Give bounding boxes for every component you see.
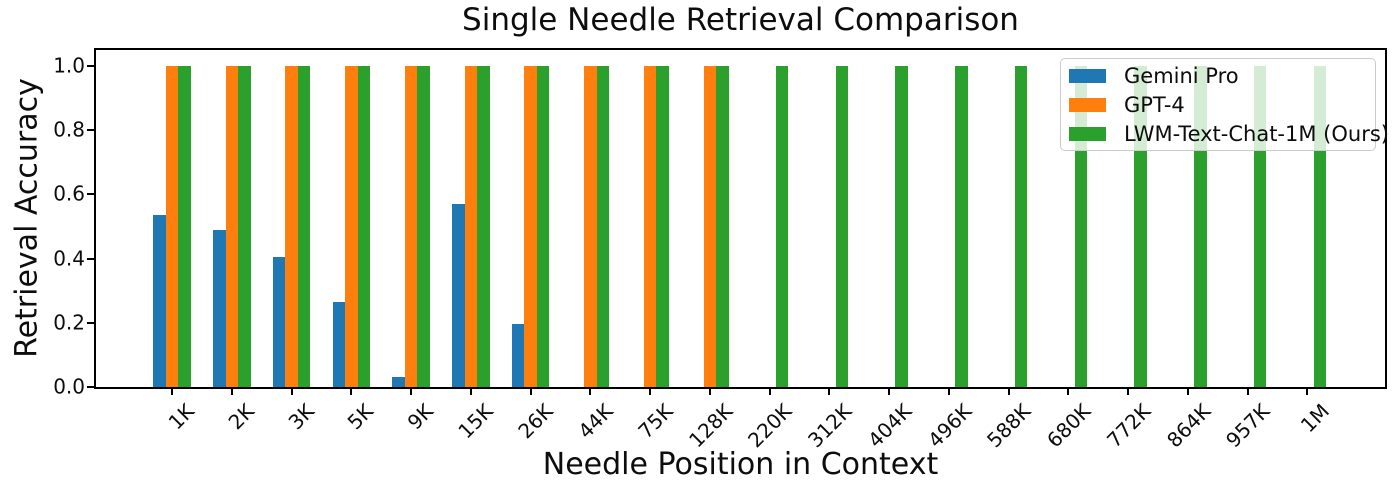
x-tick-label: 75K [632,399,678,444]
x-tick-mark [1306,389,1309,395]
x-tick-mark [1186,389,1189,395]
x-tick-mark [469,389,472,395]
legend-item-lwm-text-chat-1m: LWM-Text-Chat-1M (Ours) [1061,119,1389,148]
bar-gpt-4-15k [464,66,478,387]
bar-lwm-text-chat-1m-ours-5k [357,66,371,387]
legend-label: LWM-Text-Chat-1M (Ours) [1124,121,1389,146]
x-tick-label: 588K [982,399,1036,453]
bar-gpt-4-75k [643,66,657,387]
bar-gemini-pro-2k [213,229,226,387]
x-tick-mark [828,389,831,395]
x-tick-mark [350,389,353,395]
x-tick-label: 128K [683,399,737,453]
bar-gemini-pro-1k [153,215,166,387]
x-tick-mark [1007,389,1010,395]
bar-lwm-text-chat-1m-ours-312k [835,66,849,387]
x-tick-label: 44K [573,399,618,444]
x-tick-mark [589,389,592,395]
x-tick-mark [649,389,652,395]
y-tick-label: 0.4 [53,246,85,271]
bar-lwm-text-chat-1m-ours-1k [178,66,191,387]
legend-label: Gemini Pro [1124,63,1239,88]
x-tick-mark [947,389,950,395]
x-tick-label: 2K [223,399,259,435]
x-tick-mark [230,389,233,395]
legend-item-gpt-4: GPT-4 [1061,90,1375,119]
legend-label: GPT-4 [1124,92,1185,117]
bar-gpt-4-2k [225,66,238,387]
legend-swatch-gemini-pro [1069,68,1106,83]
x-tick-label: 957K [1221,399,1275,453]
bar-lwm-text-chat-1m-ours-588k [1014,66,1028,387]
bar-lwm-text-chat-1m-ours-2k [238,66,251,387]
x-tick-label: 9K [402,399,439,435]
x-tick-label: 1M [1296,399,1335,438]
bar-gpt-4-128k [703,66,717,387]
x-tick-label: 5K [343,399,379,435]
bar-gpt-4-1k [165,66,179,387]
y-tick-mark [87,257,94,260]
bar-gpt-4-26k [524,66,537,387]
x-tick-mark [708,389,711,395]
x-tick-label: 496K [922,399,976,453]
x-tick-mark [1246,389,1249,395]
y-tick-label: 0.8 [53,117,85,142]
x-tick-mark [290,389,293,395]
x-tick-mark [529,389,532,395]
x-tick-label: 312K [803,399,857,453]
bar-lwm-text-chat-1m-ours-3k [297,66,311,387]
x-tick-mark [410,389,413,395]
y-tick-label: 1.0 [53,53,85,78]
bar-gemini-pro-9k [392,377,405,387]
bar-lwm-text-chat-1m-ours-496k [955,66,968,387]
x-tick-mark [768,389,771,395]
bar-lwm-text-chat-1m-ours-26k [536,66,550,387]
x-axis-label: Needle Position in Context [542,447,939,482]
bar-gemini-pro-15k [452,204,465,387]
x-tick-mark [888,389,891,395]
x-tick-label: 404K [862,399,917,453]
bar-gemini-pro-3k [272,257,286,387]
y-tick-mark [87,193,94,196]
y-tick-mark [87,129,94,132]
bar-lwm-text-chat-1m-ours-128k [716,66,729,387]
legend-item-gemini-pro: Gemini Pro [1061,61,1375,90]
y-tick-mark [87,65,94,67]
x-tick-label: 1K [163,399,199,435]
bar-gpt-4-9k [404,66,418,387]
legend-swatch-gpt-4 [1069,97,1106,112]
x-tick-label: 864K [1161,399,1215,453]
x-tick-label: 680K [1042,399,1096,453]
bar-lwm-text-chat-1m-ours-75k [656,66,669,387]
x-tick-mark [171,389,173,395]
x-tick-mark [1127,389,1130,395]
x-tick-label: 220K [743,399,797,453]
y-tick-mark [87,321,94,324]
legend: Gemini Pro GPT-4 LWM-Text-Chat-1M (Ours) [1060,58,1389,151]
bar-gemini-pro-26k [511,324,525,387]
y-tick-label: 0.6 [53,181,85,206]
x-tick-mark [1067,389,1070,395]
bar-lwm-text-chat-1m-ours-404k [895,66,908,387]
bar-gpt-4-5k [345,66,358,387]
bar-gpt-4-44k [584,66,597,387]
x-tick-label: 26K [513,399,558,444]
bar-gpt-4-3k [285,66,298,387]
chart-title: Single Needle Retrieval Comparison [462,2,1019,38]
bar-lwm-text-chat-1m-ours-220k [775,66,789,387]
x-tick-label: 772K [1101,399,1156,453]
bar-lwm-text-chat-1m-ours-15k [477,66,490,387]
x-tick-label: 15K [453,399,498,444]
y-tick-label: 0.0 [53,374,85,399]
bar-gemini-pro-5k [332,301,346,387]
legend-swatch-lwm-text-chat-1m [1069,126,1106,141]
y-tick-label: 0.2 [53,310,85,335]
y-tick-mark [87,386,94,388]
x-tick-label: 3K [283,399,319,435]
bar-lwm-text-chat-1m-ours-9k [417,66,430,387]
bar-lwm-text-chat-1m-ours-44k [596,66,610,387]
